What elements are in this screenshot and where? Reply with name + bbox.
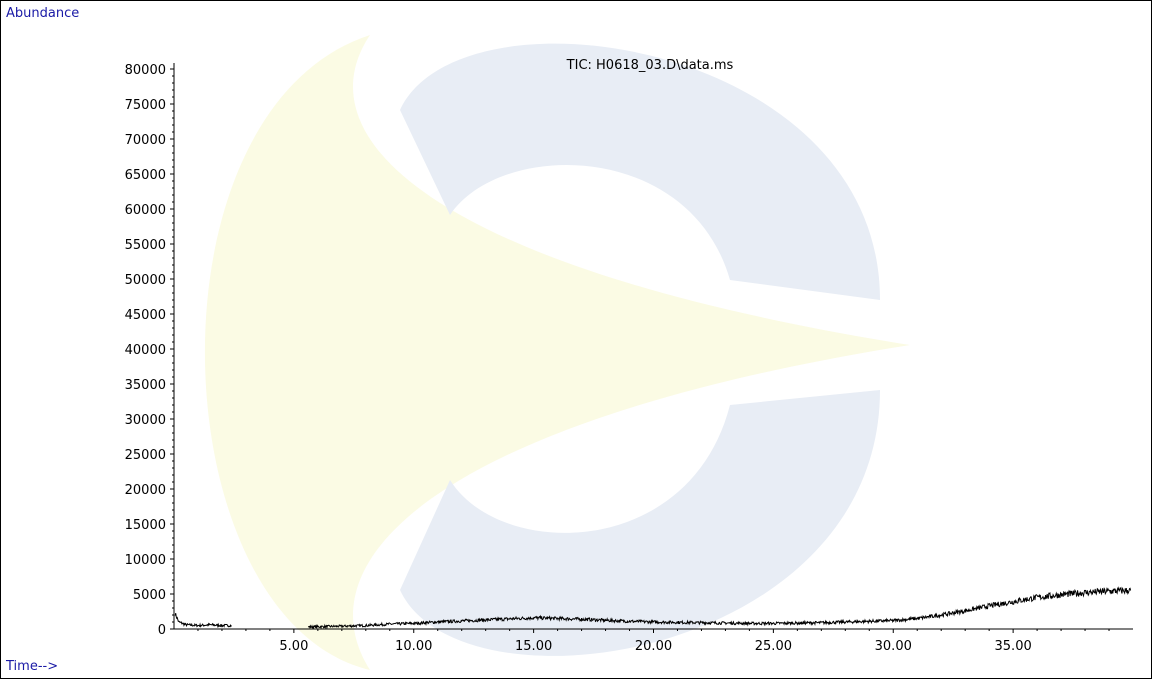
y-tick-label: 30000 — [125, 413, 166, 428]
y-tick-label: 10000 — [125, 553, 166, 568]
y-tick-label: 45000 — [125, 308, 166, 323]
y-tick-label: 65000 — [125, 168, 166, 183]
y-tick-label: 15000 — [125, 518, 166, 533]
y-tick-label: 75000 — [125, 98, 166, 113]
y-ticks: 0 5000 10000 15000 20000 25000 30000 35000 40000… — [125, 63, 174, 638]
y-axis-title: Abundance — [6, 6, 79, 21]
y-tick-label: 70000 — [125, 133, 166, 148]
y-tick-label: 40000 — [125, 343, 166, 358]
x-tick-label: 25.00 — [755, 639, 792, 654]
x-tick-label: 10.00 — [395, 639, 432, 654]
x-axis-title: Time--> — [5, 659, 58, 674]
y-tick-label: 25000 — [125, 448, 166, 463]
x-ticks: 5.00 10.00 15.00 20.00 25.00 30.00 35.00 — [197, 629, 1110, 654]
y-tick-label: 50000 — [125, 273, 166, 288]
x-tick-label: 20.00 — [635, 639, 672, 654]
y-tick-label: 0 — [158, 623, 166, 638]
series-group — [174, 586, 1132, 630]
y-tick-label: 55000 — [125, 238, 166, 253]
y-tick-label: 35000 — [125, 378, 166, 393]
x-tick-label: 15.00 — [515, 639, 552, 654]
x-tick-label: 30.00 — [875, 639, 912, 654]
tic-trace — [307, 586, 1132, 630]
y-tick-label: 5000 — [133, 588, 166, 603]
x-tick-label: 5.00 — [279, 639, 308, 654]
watermark-logo — [204, 35, 911, 670]
tic-trace — [174, 613, 232, 629]
y-tick-label: 60000 — [125, 203, 166, 218]
chart-title: TIC: H0618_03.D\data.ms — [566, 58, 734, 73]
y-tick-label: 80000 — [125, 63, 166, 78]
x-tick-label: 35.00 — [995, 639, 1032, 654]
y-tick-label: 20000 — [125, 483, 166, 498]
